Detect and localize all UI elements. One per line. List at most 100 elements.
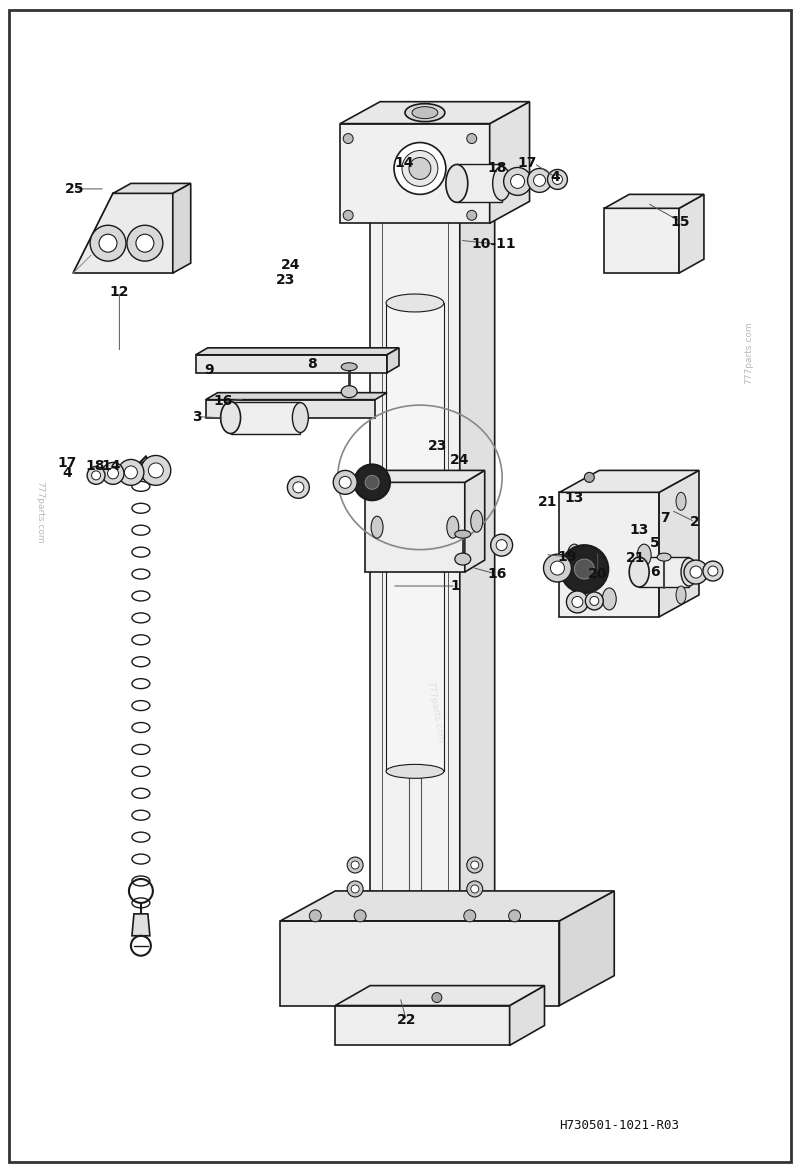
Ellipse shape <box>342 386 357 397</box>
Text: 4: 4 <box>550 170 560 184</box>
Ellipse shape <box>676 492 686 510</box>
Ellipse shape <box>371 516 383 538</box>
Text: 1: 1 <box>451 579 461 593</box>
Polygon shape <box>113 183 190 193</box>
Ellipse shape <box>221 402 241 434</box>
Circle shape <box>574 559 594 579</box>
Ellipse shape <box>412 107 438 118</box>
Circle shape <box>354 464 390 500</box>
Circle shape <box>432 993 442 1002</box>
Ellipse shape <box>493 166 510 200</box>
Text: 21: 21 <box>626 551 645 565</box>
Ellipse shape <box>118 459 144 485</box>
Ellipse shape <box>386 294 444 312</box>
Polygon shape <box>230 402 300 434</box>
Polygon shape <box>132 914 150 935</box>
Ellipse shape <box>637 544 651 566</box>
Text: 777parts.com: 777parts.com <box>34 481 44 544</box>
Circle shape <box>464 909 476 922</box>
Ellipse shape <box>447 516 458 538</box>
Ellipse shape <box>141 456 170 485</box>
Text: 12: 12 <box>110 285 129 299</box>
Ellipse shape <box>342 363 357 370</box>
Text: 13: 13 <box>564 491 583 505</box>
Text: 15: 15 <box>671 214 690 229</box>
Text: 18: 18 <box>487 161 507 175</box>
Polygon shape <box>387 348 399 373</box>
Text: 17: 17 <box>518 156 538 170</box>
Circle shape <box>466 881 482 897</box>
Polygon shape <box>281 921 559 1006</box>
Ellipse shape <box>339 476 351 489</box>
Circle shape <box>347 857 363 873</box>
Text: 22: 22 <box>397 1014 416 1028</box>
Ellipse shape <box>543 554 571 582</box>
Circle shape <box>347 881 363 897</box>
Text: 7: 7 <box>660 511 670 525</box>
Polygon shape <box>465 470 485 572</box>
Text: 14: 14 <box>102 458 121 472</box>
Circle shape <box>343 134 353 143</box>
Polygon shape <box>173 183 190 273</box>
Ellipse shape <box>287 476 310 498</box>
Polygon shape <box>340 102 530 123</box>
Polygon shape <box>73 193 173 273</box>
Polygon shape <box>335 1006 510 1045</box>
Text: 777parts.com: 777parts.com <box>425 680 445 743</box>
Text: 24: 24 <box>281 258 301 272</box>
Text: 20: 20 <box>588 567 607 581</box>
Ellipse shape <box>553 175 562 184</box>
Polygon shape <box>639 557 689 587</box>
Text: 16: 16 <box>487 567 507 581</box>
Circle shape <box>354 909 366 922</box>
Ellipse shape <box>293 482 304 492</box>
Polygon shape <box>340 123 490 223</box>
Circle shape <box>90 225 126 261</box>
Polygon shape <box>370 213 460 1006</box>
Ellipse shape <box>446 164 468 203</box>
Text: 19: 19 <box>558 550 577 564</box>
Ellipse shape <box>107 468 118 479</box>
Text: 777parts.com: 777parts.com <box>744 321 754 384</box>
Circle shape <box>351 861 359 868</box>
Circle shape <box>466 210 477 220</box>
Circle shape <box>310 909 322 922</box>
Ellipse shape <box>590 597 599 606</box>
Text: 23: 23 <box>276 273 296 287</box>
Polygon shape <box>365 483 465 572</box>
Ellipse shape <box>496 539 507 551</box>
Polygon shape <box>196 355 387 373</box>
Ellipse shape <box>690 566 702 578</box>
Text: 21: 21 <box>538 495 558 509</box>
Ellipse shape <box>527 169 551 192</box>
Circle shape <box>343 210 353 220</box>
Ellipse shape <box>534 175 546 186</box>
Polygon shape <box>206 393 387 400</box>
Polygon shape <box>659 470 699 616</box>
Text: 23: 23 <box>428 438 447 452</box>
Ellipse shape <box>91 471 101 479</box>
Polygon shape <box>679 195 704 273</box>
Text: 3: 3 <box>192 410 202 423</box>
Ellipse shape <box>567 544 582 566</box>
Ellipse shape <box>334 470 357 495</box>
Text: H730501-1021-R03: H730501-1021-R03 <box>559 1118 679 1132</box>
Text: 25: 25 <box>65 182 85 196</box>
Polygon shape <box>365 470 485 483</box>
Ellipse shape <box>550 561 565 575</box>
Text: 14: 14 <box>394 156 414 170</box>
Ellipse shape <box>586 592 603 609</box>
Circle shape <box>466 857 482 873</box>
Text: 5: 5 <box>650 536 660 550</box>
Circle shape <box>127 225 163 261</box>
Polygon shape <box>559 891 614 1006</box>
Polygon shape <box>335 986 545 1006</box>
Polygon shape <box>604 209 679 273</box>
Ellipse shape <box>148 463 163 478</box>
Text: 6: 6 <box>650 565 660 579</box>
Text: 4: 4 <box>62 465 72 479</box>
Ellipse shape <box>602 588 616 609</box>
Text: 18: 18 <box>86 458 106 472</box>
Polygon shape <box>510 986 545 1045</box>
Text: 13: 13 <box>630 523 649 537</box>
